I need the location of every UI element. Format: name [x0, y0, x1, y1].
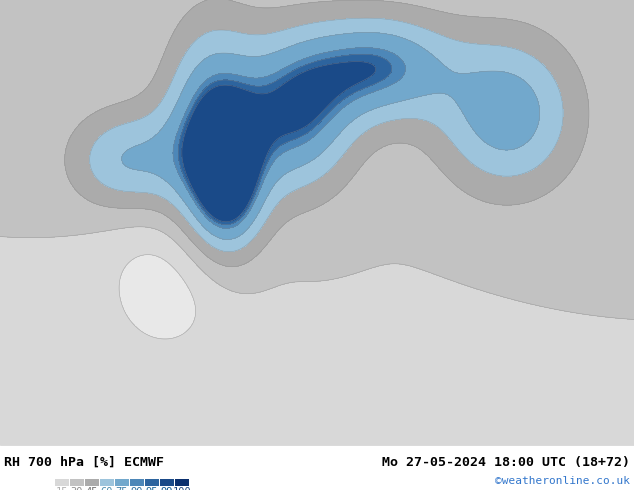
Text: 90: 90	[131, 487, 143, 490]
Text: RH 700 hPa [%] ECMWF: RH 700 hPa [%] ECMWF	[4, 456, 164, 469]
Text: 100: 100	[172, 487, 191, 490]
Bar	[145, 479, 159, 487]
Bar	[175, 479, 189, 487]
Text: 15: 15	[56, 487, 68, 490]
Bar	[55, 479, 69, 487]
Text: 75: 75	[116, 487, 128, 490]
Bar	[115, 479, 129, 487]
Bar	[85, 479, 99, 487]
Bar	[130, 479, 144, 487]
Bar	[100, 479, 114, 487]
Text: 99: 99	[161, 487, 173, 490]
Text: 45: 45	[86, 487, 98, 490]
Text: Mo 27-05-2024 18:00 UTC (18+72): Mo 27-05-2024 18:00 UTC (18+72)	[382, 456, 630, 469]
Bar	[160, 479, 174, 487]
Text: 30: 30	[71, 487, 83, 490]
Bar	[70, 479, 84, 487]
Text: ©weatheronline.co.uk: ©weatheronline.co.uk	[495, 476, 630, 487]
Text: 60: 60	[101, 487, 113, 490]
Text: 95: 95	[146, 487, 158, 490]
